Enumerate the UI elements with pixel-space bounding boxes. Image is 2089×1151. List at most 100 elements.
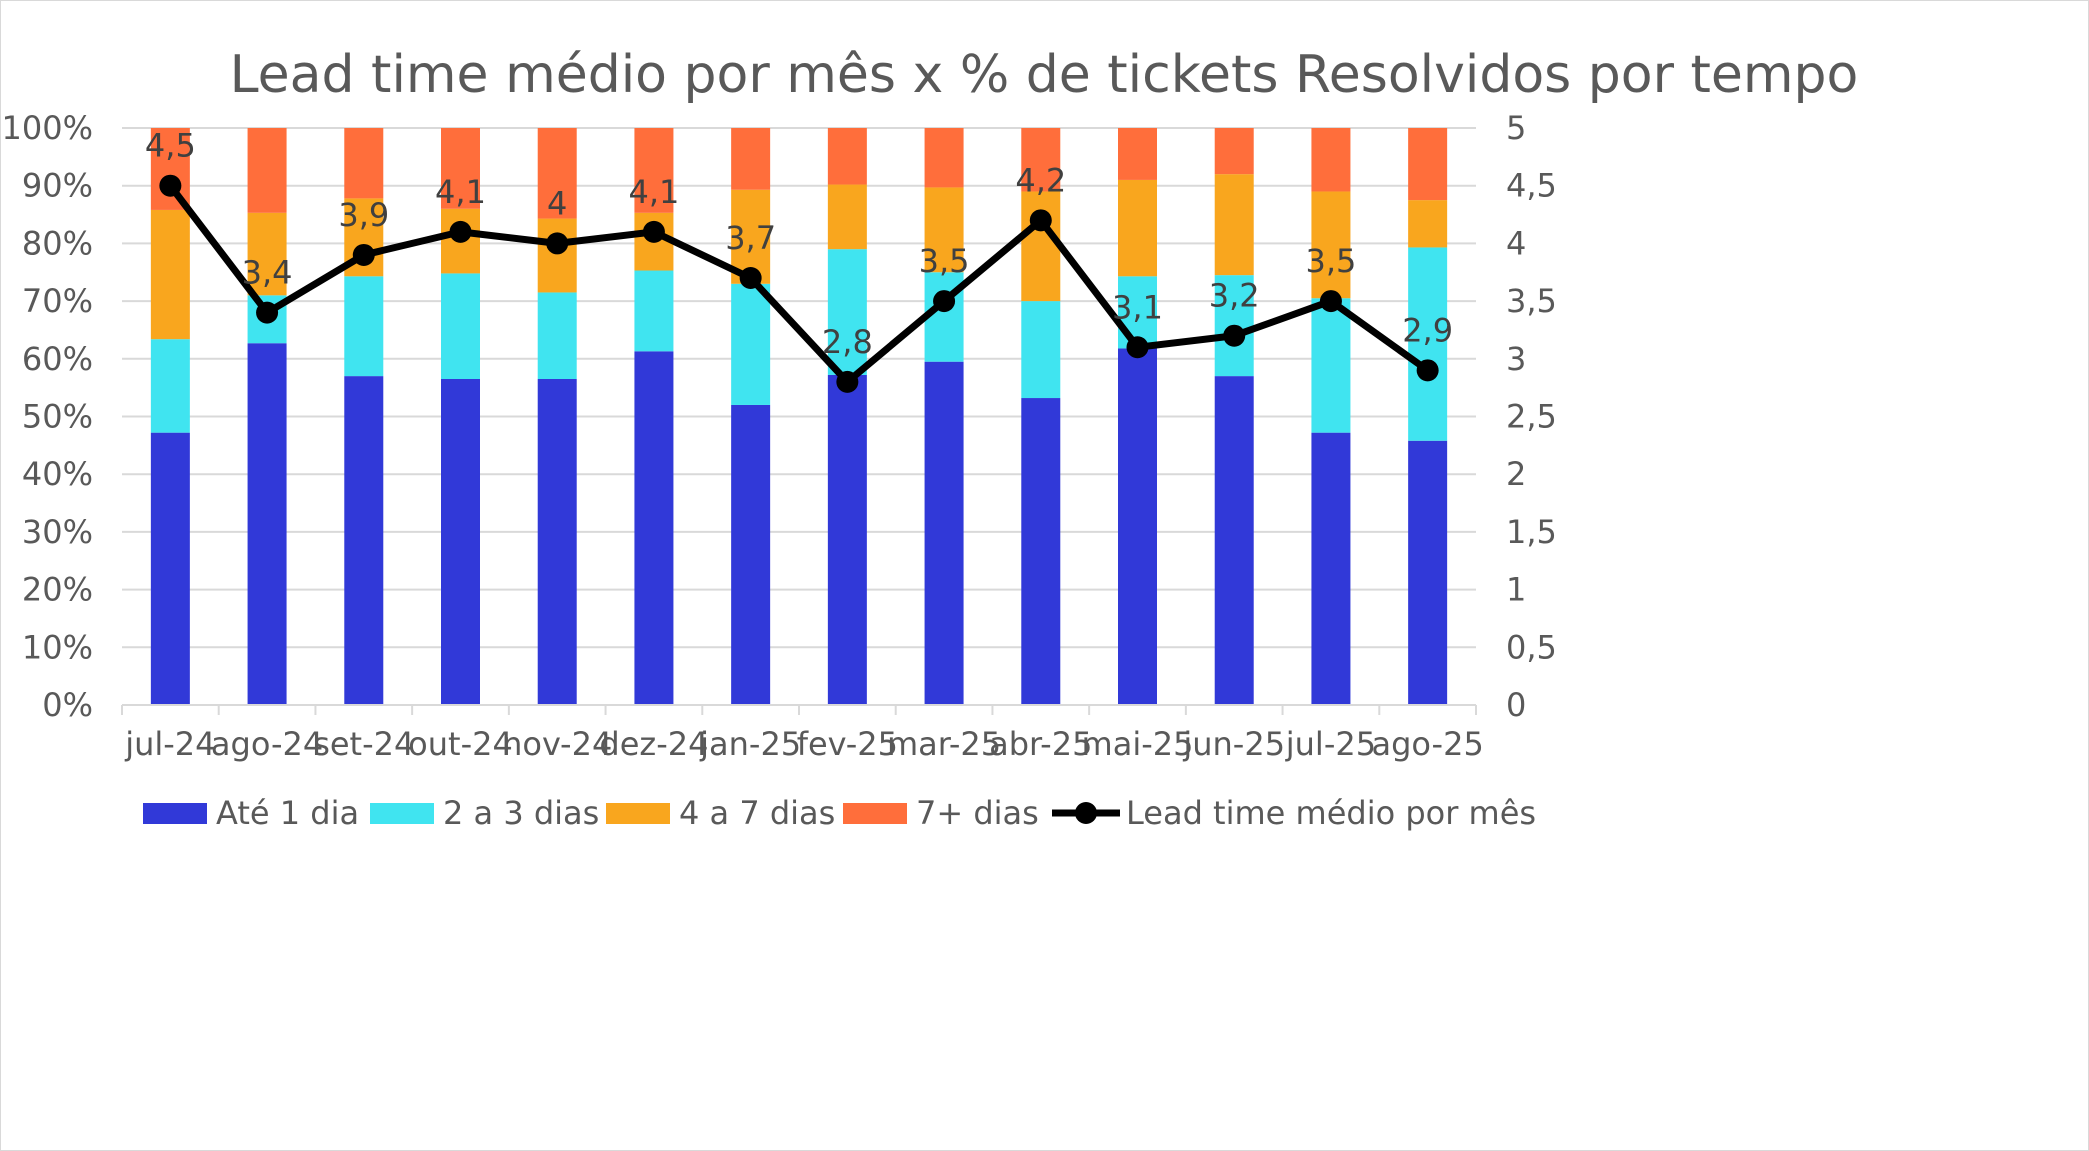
bar-segment <box>150 339 190 433</box>
x-tick-label: jul-24 <box>124 725 215 763</box>
lead-time-point <box>836 370 859 393</box>
bar-segment <box>1311 432 1351 705</box>
bar-segment <box>247 212 287 296</box>
bar-segment <box>924 361 964 705</box>
x-tick-label: set-24 <box>313 725 414 763</box>
lead-time-point <box>352 243 375 266</box>
bar-segment <box>537 128 577 219</box>
lead-time-point <box>1416 359 1439 382</box>
legend-label: 4 a 7 dias <box>679 794 835 832</box>
lead-time-point <box>642 220 665 243</box>
bar-segment <box>537 292 577 379</box>
bar-segment <box>150 209 190 340</box>
lead-time-data-label: 4,2 <box>1015 161 1066 199</box>
x-tick-label: dez-24 <box>599 725 708 763</box>
bar-segment <box>1021 398 1061 705</box>
bar-segment <box>1118 348 1157 705</box>
x-tick-label: nov-24 <box>502 725 612 763</box>
bar-segment <box>827 249 867 375</box>
legend-swatch <box>370 803 434 824</box>
y-tick-label: 30% <box>22 513 93 551</box>
bar-segment <box>924 128 964 188</box>
y2-tick-label: 1,5 <box>1506 513 1557 551</box>
bar-segment <box>1214 128 1254 175</box>
legend: Até 1 dia 2 a 3 dias 4 a 7 dias 7+ dias Lead… <box>143 794 1536 832</box>
bar-segment <box>344 128 384 199</box>
bar-segment <box>1408 200 1448 248</box>
lead-time-point <box>1126 336 1149 359</box>
x-tick-label: jul-25 <box>1285 725 1376 763</box>
bar-segment <box>634 128 674 213</box>
lead-time-line <box>159 174 1439 393</box>
y-tick-label: 50% <box>22 398 93 436</box>
legend-label: 7+ dias <box>916 794 1039 832</box>
x-tick-label: ago-24 <box>211 725 323 763</box>
y-tick-label: 10% <box>22 628 93 666</box>
x-tick-label: mar-25 <box>887 725 1001 763</box>
x-tick-label: jun-25 <box>1182 725 1285 763</box>
bar-segment <box>1311 298 1351 433</box>
y-tick-label: 100% <box>2 109 93 147</box>
data-labels: 4,5 3,4 3,9 4,1 4 4,1 3,7 2,8 3,5 4,2 3,1 3,2 3,5 2,9 <box>145 127 1453 361</box>
bars <box>150 128 1448 705</box>
bar-segment <box>441 128 480 209</box>
legend-label: Lead time médio por mês <box>1126 794 1536 832</box>
y-tick-label: 60% <box>22 340 93 378</box>
bar-segment <box>344 376 384 705</box>
y2-tick-label: 2 <box>1506 455 1526 493</box>
y2-tick-label: 1 <box>1506 571 1526 609</box>
y2-tick-label: 5 <box>1506 109 1526 147</box>
bar-segment <box>1214 174 1254 276</box>
y-tick-label: 0% <box>42 686 93 724</box>
gridlines <box>122 127 1476 649</box>
bar-segment <box>634 270 674 352</box>
legend-label: Até 1 dia <box>216 794 359 832</box>
lead-time-point <box>739 267 762 290</box>
legend-swatch <box>606 803 670 824</box>
y-tick-label: 80% <box>22 224 93 262</box>
bar-segment <box>1311 191 1351 299</box>
bar-segment <box>1021 301 1061 399</box>
y-tick-label: 40% <box>22 455 93 493</box>
lead-time-data-label: 4,1 <box>435 173 486 211</box>
y2-tick-label: 4 <box>1506 224 1526 262</box>
bar-segment <box>537 218 577 293</box>
bar-segment <box>731 283 771 405</box>
lead-time-point <box>1029 209 1052 232</box>
lead-time-point <box>449 220 472 243</box>
lead-time-data-label: 3,1 <box>1112 288 1163 326</box>
chart-title: Lead time médio por mês x % de tickets R… <box>230 45 1859 105</box>
lead-time-polyline <box>167 183 1430 386</box>
y2-tick-label: 2,5 <box>1506 398 1557 436</box>
legend-swatch <box>843 803 907 824</box>
y2-tick-label: 3 <box>1506 340 1526 378</box>
legend-line-marker <box>1075 802 1097 824</box>
lead-time-data-label: 4,1 <box>628 173 679 211</box>
x-tick-label: out-24 <box>408 725 513 763</box>
bar-segment <box>1118 128 1157 180</box>
y-tick-label: 20% <box>22 571 93 609</box>
bar-segment <box>344 276 384 377</box>
lead-time-point <box>933 290 956 313</box>
x-tick-label: jan-25 <box>699 725 801 763</box>
bar-segment <box>1408 247 1448 441</box>
lead-time-point <box>1319 290 1342 313</box>
bar-segment <box>1118 179 1157 277</box>
y2-tick-label: 4,5 <box>1506 167 1557 205</box>
y-tick-label: 90% <box>22 167 93 205</box>
lead-time-data-label: 3,4 <box>242 254 293 292</box>
y2-tick-label: 0,5 <box>1506 628 1557 666</box>
lead-time-point <box>159 174 182 197</box>
lead-time-data-label: 3,5 <box>1305 242 1356 280</box>
legend-label: 2 a 3 dias <box>443 794 599 832</box>
lead-time-data-label: 2,8 <box>822 323 873 361</box>
bar-segment <box>247 343 287 705</box>
bar-segment <box>827 128 867 185</box>
lead-time-point <box>256 301 279 324</box>
bar-segment <box>924 187 964 273</box>
bar-segment <box>247 128 287 213</box>
x-tick-label: fev-25 <box>797 725 898 763</box>
x-tick-label: abr-25 <box>989 725 1092 763</box>
bar-segment <box>150 432 190 705</box>
bar-segment <box>1021 191 1061 302</box>
